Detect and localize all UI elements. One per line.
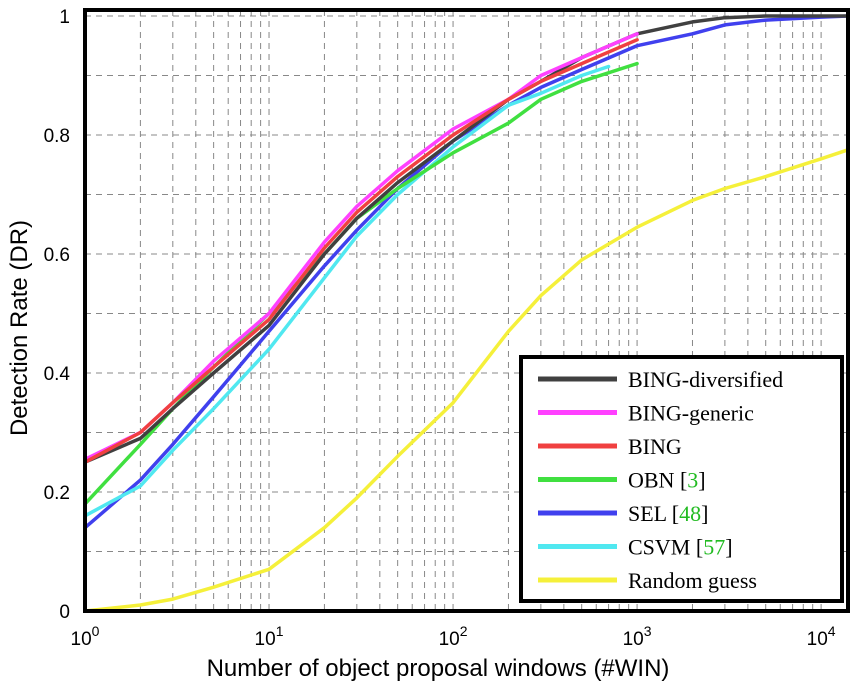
legend-label-text: OBN [ [628, 468, 687, 493]
legend-label-text: BING-diversified [628, 367, 783, 392]
legend-label: BING [628, 434, 682, 459]
legend-reference-link[interactable]: 57 [703, 535, 725, 560]
x-tick-exponent: 0 [92, 623, 100, 639]
legend-label-text: BING-generic [628, 401, 754, 426]
legend-label-text: Random guess [628, 568, 757, 593]
series-line-bing-diversified [83, 14, 850, 464]
x-tick-label: 103 [623, 623, 652, 650]
series-line-bing [83, 38, 639, 464]
x-axis-title: Number of object proposal windows (#WIN) [207, 655, 670, 682]
legend-label-text: SEL [ [628, 501, 679, 526]
x-tick-base: 10 [623, 629, 644, 650]
legend-label-bracket: ] [698, 468, 705, 493]
legend-reference-link[interactable]: 48 [679, 501, 701, 526]
legend-label: Random guess [628, 568, 757, 593]
x-tick-base: 10 [71, 629, 92, 650]
x-tick-exponent: 3 [644, 623, 652, 639]
legend-label-text: BING [628, 434, 682, 459]
x-tick-base: 10 [439, 629, 460, 650]
x-tick-exponent: 4 [828, 623, 836, 639]
x-tick-exponent: 2 [460, 623, 468, 639]
x-tick-label: 104 [807, 623, 836, 650]
legend-label: CSVM [57] [628, 535, 733, 560]
x-tick-label: 101 [255, 623, 284, 650]
legend-label: BING-generic [628, 401, 754, 426]
x-tick-label: 102 [439, 623, 468, 650]
series-line-sel-48 [83, 14, 850, 530]
legend-label: BING-diversified [628, 367, 783, 392]
x-tick-label: 100 [71, 623, 100, 650]
y-tick-label: 0.8 [44, 126, 70, 147]
y-tick-label: 0 [59, 602, 70, 623]
y-tick-label: 0.2 [44, 483, 70, 504]
series-lines [83, 14, 850, 613]
legend-label-text: CSVM [ [628, 535, 703, 560]
legend-label-bracket: ] [725, 535, 732, 560]
x-tick-exponent: 1 [276, 623, 284, 639]
legend-reference-link[interactable]: 3 [687, 468, 698, 493]
legend-label-bracket: ] [701, 501, 708, 526]
y-axis-title: Detection Rate (DR) [6, 220, 33, 436]
plot-border [83, 8, 850, 613]
x-tick-base: 10 [807, 629, 828, 650]
series-line-random-guess [83, 148, 850, 613]
legend-label: OBN [3] [628, 468, 706, 493]
y-tick-label: 0.4 [44, 364, 71, 385]
y-tick-label: 1 [59, 7, 70, 28]
legend-label: SEL [48] [628, 501, 708, 526]
plot-frame [83, 8, 850, 613]
x-tick-base: 10 [255, 629, 276, 650]
y-tick-label: 0.6 [44, 245, 70, 266]
series-line-csvm-57 [83, 64, 611, 518]
